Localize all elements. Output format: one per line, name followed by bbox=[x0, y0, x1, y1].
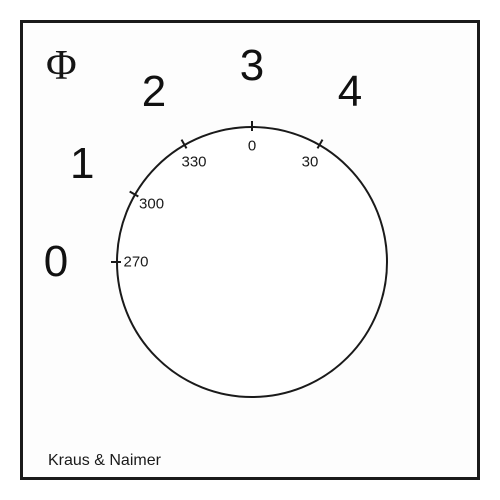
dial-tick bbox=[111, 261, 121, 263]
position-label: 0 bbox=[44, 237, 68, 287]
position-label: 1 bbox=[70, 139, 94, 189]
position-label: 2 bbox=[142, 67, 166, 117]
dial-degree-label: 0 bbox=[248, 138, 256, 155]
position-label: 4 bbox=[338, 67, 362, 117]
dial-degree-label: 300 bbox=[139, 196, 164, 213]
dial-degree-label: 270 bbox=[123, 254, 148, 271]
brand-label: Kraus & Naimer bbox=[48, 452, 161, 470]
phi-symbol: Φ bbox=[46, 42, 77, 90]
dial-degree-label: 30 bbox=[302, 153, 319, 170]
dial-tick bbox=[251, 121, 253, 131]
position-label: 3 bbox=[240, 41, 264, 91]
dial-circle[interactable] bbox=[116, 126, 388, 398]
dial-degree-label: 330 bbox=[181, 153, 206, 170]
